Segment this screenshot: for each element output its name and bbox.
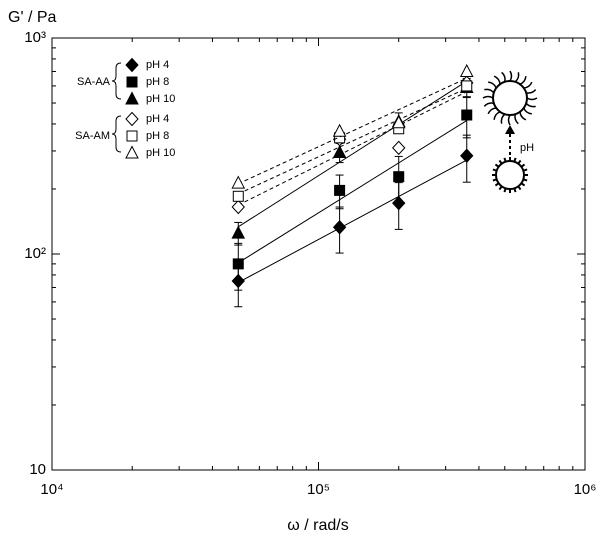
x-axis-title: ω / rad/s [287, 517, 348, 534]
legend-marker [126, 76, 138, 88]
group-brace [111, 115, 122, 153]
legend-label: pH 10 [146, 93, 175, 105]
data-point [334, 184, 346, 196]
data-point [393, 171, 405, 183]
legend-label: pH 8 [146, 76, 169, 88]
data-point [460, 148, 474, 163]
data-point [232, 258, 244, 270]
x-tick-label: 10⁵ [307, 481, 330, 498]
legend-label: pH 4 [146, 59, 169, 71]
legend-marker [125, 145, 139, 159]
fit-line [238, 159, 467, 283]
legend-label: pH 8 [146, 130, 169, 142]
y-tick-label: 10² [24, 245, 46, 262]
fit-line [238, 120, 468, 264]
fit-line [238, 77, 467, 185]
legend-marker [125, 91, 139, 105]
data-point [459, 63, 474, 77]
legend-marker [126, 130, 138, 142]
y-tick-label: 10 [29, 461, 46, 478]
legend-label: pH 4 [146, 113, 169, 125]
group-label: SA-AM [75, 130, 110, 142]
y-axis-title: G' / Pa [8, 9, 57, 26]
y-tick-label: 10³ [24, 29, 46, 46]
data-point [231, 225, 246, 239]
data-point [332, 144, 347, 159]
annotation: pH [520, 142, 534, 154]
legend-label: pH 10 [146, 147, 175, 159]
legend-marker [125, 111, 139, 127]
data-point [332, 220, 347, 235]
fit-line [238, 80, 468, 228]
group-brace [111, 62, 122, 100]
data-point [392, 140, 406, 156]
legend-marker [125, 57, 139, 73]
x-tick-label: 10⁴ [40, 481, 63, 498]
group-label: SA-AA [77, 76, 111, 88]
data-point [391, 115, 406, 129]
data-point [231, 175, 246, 189]
data-point [461, 109, 473, 121]
particle-cartoon [482, 70, 538, 193]
fit-line [238, 91, 467, 206]
data-point [332, 123, 347, 137]
data-point [461, 80, 473, 92]
data-point [231, 199, 245, 215]
data-point [392, 195, 406, 211]
data-point [232, 190, 244, 202]
x-tick-label: 10⁶ [574, 481, 597, 498]
